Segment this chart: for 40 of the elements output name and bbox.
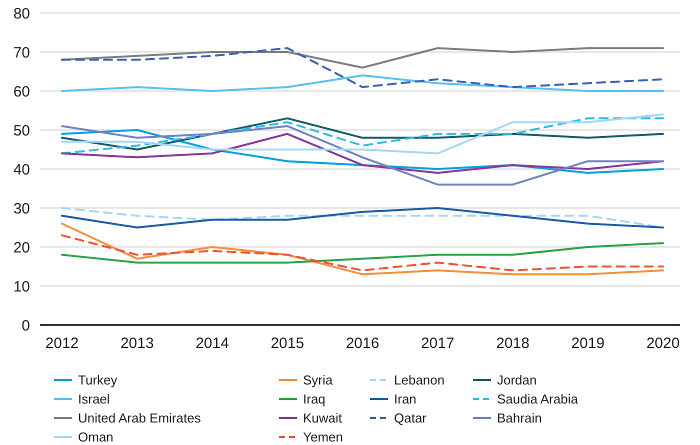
- x-tick-label: 2019: [571, 335, 605, 352]
- x-tick-label: 2017: [420, 335, 454, 352]
- legend-label: Iran: [394, 392, 416, 407]
- x-tick-label: 2014: [196, 335, 229, 352]
- y-tick-label: 0: [22, 317, 30, 334]
- legend-label: Oman: [78, 430, 114, 445]
- line-series: [61, 125, 664, 186]
- y-tick-label: 80: [13, 5, 30, 22]
- y-tick-label: 60: [13, 83, 30, 100]
- y-tick-label: 50: [13, 122, 30, 140]
- line-series: [61, 74, 664, 92]
- legend-label: United Arab Emirates: [78, 410, 202, 426]
- legend-label: Iraq: [303, 392, 326, 407]
- line-series: [61, 242, 664, 264]
- legend-label: Turkey: [78, 372, 118, 388]
- legend-label: Kuwait: [303, 410, 342, 426]
- x-tick-label: 2013: [120, 335, 154, 352]
- legend-label: Lebanon: [394, 372, 445, 388]
- legend-label: Saudia Arabia: [497, 392, 579, 407]
- x-tick-label: 2018: [496, 335, 530, 352]
- legend-label: Jordan: [497, 372, 537, 388]
- x-tick-label: 2015: [270, 335, 304, 352]
- y-tick-label: 70: [13, 44, 30, 62]
- line-series: [61, 234, 664, 272]
- line-series: [61, 207, 664, 228]
- y-tick-label: 40: [13, 161, 30, 178]
- y-tick-label: 30: [13, 200, 30, 218]
- legend-label: Qatar: [394, 410, 428, 426]
- legend-label: Yemen: [303, 430, 343, 445]
- line-series: [61, 222, 664, 276]
- y-tick-label: 10: [13, 278, 30, 296]
- legend-label: Syria: [303, 372, 334, 388]
- x-tick-label: 2012: [45, 335, 79, 352]
- legend-label: Bahrain: [497, 410, 542, 426]
- x-tick-label: 2020: [646, 335, 680, 352]
- line-series: [61, 47, 664, 69]
- x-tick-label: 2016: [346, 335, 380, 352]
- legend-label: Israel: [78, 392, 110, 407]
- y-tick-label: 20: [13, 239, 30, 256]
- line-series: [61, 47, 664, 88]
